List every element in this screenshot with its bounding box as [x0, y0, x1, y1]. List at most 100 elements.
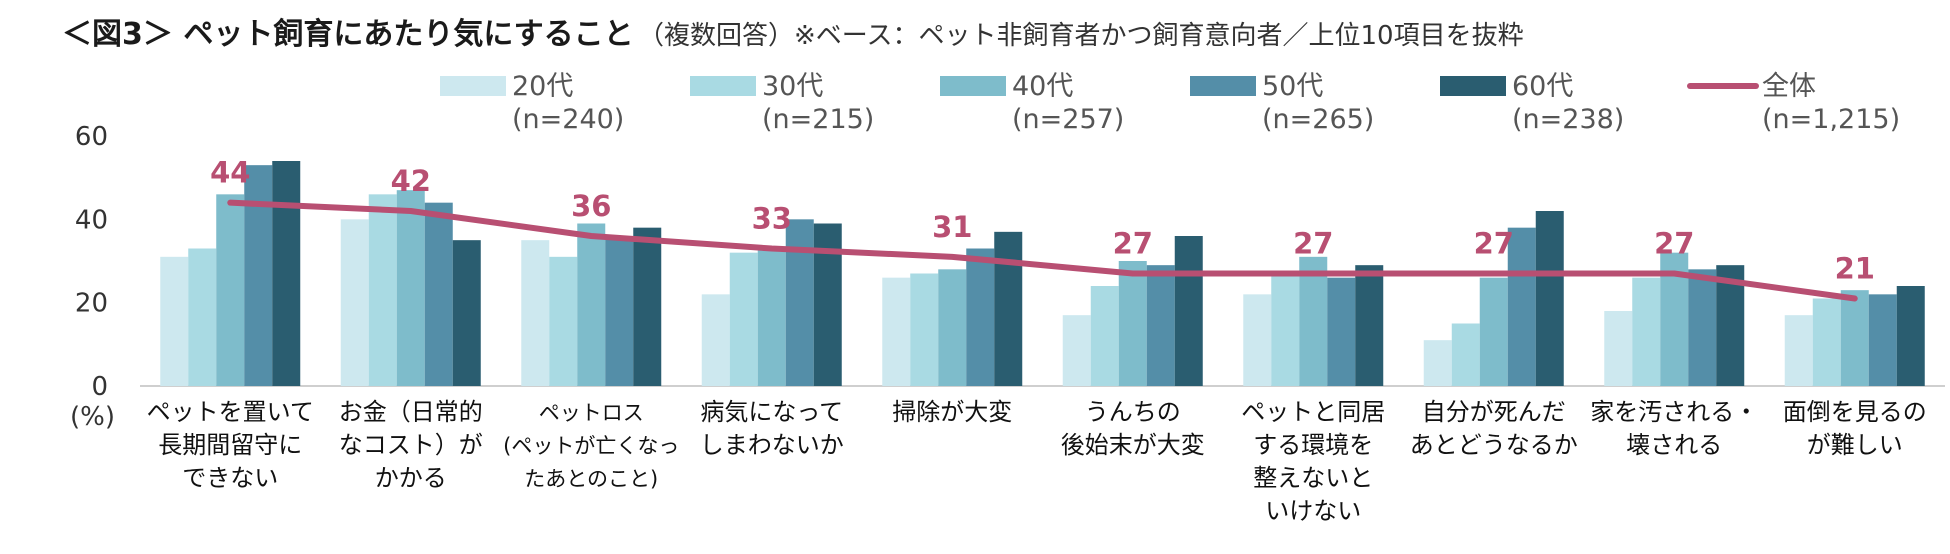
bar [966, 248, 995, 386]
bar [1243, 294, 1272, 386]
y-tick-label: 40 [75, 205, 108, 235]
bar [1146, 265, 1175, 386]
legend-label: 20代 [512, 71, 573, 102]
bars [160, 161, 1925, 386]
bar [216, 194, 245, 386]
legend-swatch [1190, 76, 1256, 96]
data-label: 42 [391, 164, 431, 198]
y-tick-label: 20 [75, 289, 108, 319]
legend-n: (n=265) [1262, 104, 1374, 135]
data-label: 27 [1293, 227, 1333, 261]
category-label: 壊される [1626, 431, 1722, 459]
bar [1451, 323, 1480, 386]
bar [938, 269, 967, 386]
category-label: しまわないか [700, 431, 844, 459]
bar [633, 227, 662, 386]
bar [1423, 340, 1452, 386]
category-label: あとどうなるか [1410, 431, 1578, 459]
legend-swatch [940, 76, 1006, 96]
category-label: お金（日常的 [339, 398, 483, 426]
data-label: 27 [1654, 227, 1694, 261]
data-label: 31 [932, 210, 972, 244]
bar [1868, 294, 1897, 386]
category-label: 自分が死んだ [1422, 398, 1566, 426]
y-tick-label: 60 [75, 122, 108, 152]
y-tick-label: 0 [91, 372, 108, 402]
data-label: 36 [571, 189, 611, 223]
bar [340, 219, 369, 386]
category-label: できない [182, 464, 278, 492]
category-label: する環境を [1253, 431, 1373, 459]
bar [396, 190, 425, 386]
legend-n: (n=257) [1012, 104, 1124, 135]
data-label: 27 [1474, 227, 1514, 261]
bar [1632, 277, 1661, 386]
bar [757, 248, 786, 386]
bar [1688, 269, 1717, 386]
bar [1271, 273, 1300, 386]
bar [521, 240, 550, 386]
bar [549, 256, 578, 386]
legend-n: (n=238) [1512, 104, 1624, 135]
bar [1604, 311, 1633, 386]
bar [424, 202, 453, 386]
bar [1174, 236, 1203, 386]
legend-label: 全体 [1762, 71, 1816, 102]
bar [729, 252, 758, 386]
unit-label: (%) [70, 402, 115, 432]
legend-label: 50代 [1262, 71, 1323, 102]
bar [1299, 256, 1328, 386]
bar [1896, 286, 1925, 386]
bar [785, 219, 814, 386]
category-label: ペットと同居 [1241, 398, 1385, 426]
data-label: 27 [1113, 227, 1153, 261]
bar [272, 161, 301, 386]
category-label: (ペットが亡くなっ [503, 434, 679, 458]
bar [1062, 315, 1091, 386]
legend-label: 60代 [1512, 71, 1573, 102]
bar [368, 194, 397, 386]
chart-title: ＜図3＞ ペット飼育にあたり気にすること [62, 17, 634, 52]
bar [1784, 315, 1813, 386]
category-label: かかる [375, 464, 447, 492]
bar [1327, 277, 1356, 386]
category-label: いけない [1265, 497, 1361, 525]
category-label: 長期間留守に [158, 431, 302, 459]
category-label: が難しい [1807, 431, 1903, 459]
bar [244, 165, 273, 386]
overall-line: 44 42 36 33 31 27 27 27 27 21 [210, 156, 1875, 302]
bar [882, 277, 911, 386]
bar [160, 256, 189, 386]
legend-swatch [1440, 76, 1506, 96]
legend-swatch [440, 76, 506, 96]
category-label: 面倒を見るの [1783, 398, 1927, 426]
bar [1090, 286, 1119, 386]
legend-label: 40代 [1012, 71, 1073, 102]
bar [701, 294, 730, 386]
bar [1507, 227, 1536, 386]
legend-n: (n=1,215) [1762, 104, 1900, 135]
bar [452, 240, 481, 386]
category-label: ペットを置いて [147, 398, 314, 426]
category-label: 病気になって [700, 398, 843, 426]
category-label: 整えないと [1253, 464, 1373, 492]
data-label: 33 [752, 202, 792, 236]
data-label: 21 [1835, 252, 1875, 286]
category-label: たあとのこと) [524, 467, 658, 491]
chart-subtitle: （複数回答）※ベース：ペット非飼育者かつ飼育意向者／上位10項目を抜粋 [638, 21, 1524, 51]
bar [1479, 277, 1508, 386]
bar [1812, 298, 1841, 386]
category-label: 後始末が大変 [1061, 431, 1205, 459]
bar [1535, 211, 1564, 386]
legend-swatch [690, 76, 756, 96]
category-label: うんちの [1085, 398, 1181, 426]
data-label: 44 [210, 156, 250, 190]
legend: 20代(n=240) 30代(n=215) 40代(n=257) 50代(n=265)… [440, 71, 1900, 135]
bar [577, 223, 606, 386]
legend-label: 30代 [762, 71, 823, 102]
bar [188, 248, 217, 386]
category-label: なコスト）が [339, 431, 483, 459]
bar [994, 231, 1023, 386]
